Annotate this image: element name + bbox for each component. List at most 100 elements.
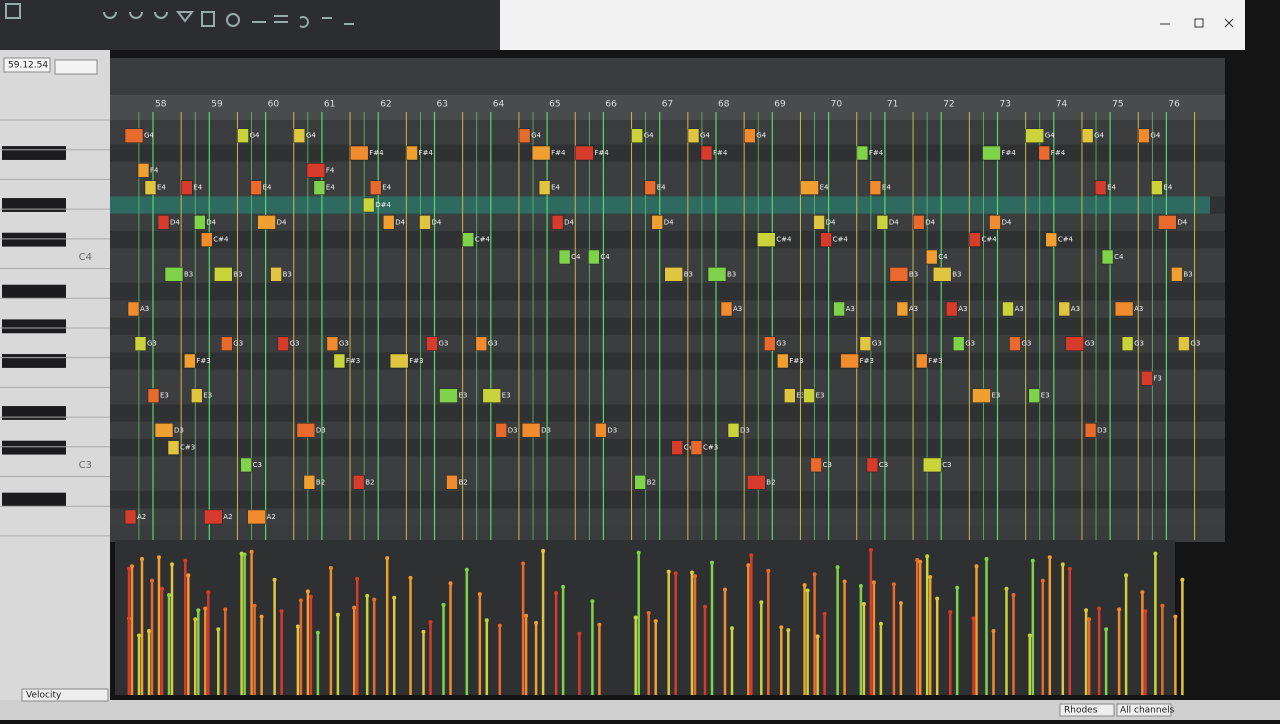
note — [389, 353, 409, 369]
row — [110, 386, 1225, 405]
velocity-head — [759, 600, 764, 605]
note-label: E3 — [816, 392, 825, 400]
velocity-head — [223, 607, 228, 612]
note — [859, 336, 872, 351]
note-label: F#4 — [1051, 149, 1066, 157]
zoom-icon[interactable] — [226, 13, 240, 27]
note-label: G4 — [1094, 132, 1104, 140]
close[interactable] — [1224, 18, 1234, 28]
velocity-head — [355, 576, 360, 581]
velocity-head — [633, 615, 638, 620]
velocity-head — [653, 619, 658, 624]
row — [110, 317, 1225, 335]
velocity-head — [925, 554, 930, 559]
row — [110, 421, 1225, 439]
note — [137, 163, 150, 178]
velocity-head — [534, 620, 539, 625]
velocity-head — [183, 558, 188, 563]
note — [124, 509, 137, 525]
note-label: E4 — [326, 184, 335, 192]
velocity-head — [1124, 573, 1129, 578]
note — [1045, 232, 1058, 247]
note — [1138, 128, 1150, 143]
note-label: E3 — [203, 392, 212, 400]
note — [240, 457, 252, 473]
velocity-pane — [115, 540, 1175, 695]
note — [634, 475, 646, 490]
note — [147, 388, 160, 403]
velocity-head — [842, 579, 847, 584]
note-label: E4 — [193, 184, 202, 192]
row — [110, 334, 1225, 353]
note — [671, 440, 683, 455]
velocity-head — [305, 589, 310, 594]
note-label: F#4 — [1002, 149, 1017, 157]
velocity-head — [1160, 603, 1165, 608]
bar-number: 60 — [268, 100, 280, 110]
note — [969, 232, 981, 247]
note — [406, 145, 418, 161]
note-label: F#4 — [713, 149, 728, 157]
velocity-head — [891, 582, 896, 587]
page-icon[interactable] — [201, 11, 215, 27]
note-label: G3 — [1022, 340, 1032, 348]
velocity-head — [1004, 586, 1009, 591]
note-label: D3 — [316, 426, 326, 434]
velocity-head — [279, 609, 284, 614]
note-label: F#4 — [551, 149, 566, 157]
note-label: A3 — [846, 305, 855, 313]
note-label: E4 — [657, 184, 666, 192]
instrument-select[interactable] — [1059, 703, 1115, 717]
note-label: A3 — [1015, 305, 1024, 313]
note — [306, 163, 326, 178]
note — [833, 301, 845, 317]
velocity-head — [521, 561, 526, 566]
window-controls — [1160, 18, 1234, 28]
velocity-head — [1047, 555, 1052, 560]
note-label: D4 — [170, 218, 180, 226]
maximize[interactable] — [1194, 18, 1204, 28]
note — [277, 336, 289, 351]
velocity-head — [1104, 627, 1109, 632]
velocity-head — [196, 608, 201, 613]
note-label: A3 — [140, 305, 149, 313]
note — [531, 145, 551, 161]
note-label: B2 — [459, 478, 468, 486]
filter-icon[interactable] — [175, 11, 195, 23]
note — [313, 180, 326, 195]
note-label: C#4 — [833, 236, 849, 244]
note-label: A3 — [733, 305, 742, 313]
velocity-head — [766, 568, 771, 573]
note — [784, 388, 796, 403]
lane-select[interactable] — [21, 688, 109, 702]
note — [157, 215, 170, 230]
row — [110, 179, 1225, 197]
velocity-head — [421, 629, 426, 634]
bar-number: 59 — [211, 100, 223, 110]
velocity-head — [1140, 590, 1145, 595]
note-label: D3 — [174, 426, 184, 434]
black-key — [2, 146, 66, 160]
note — [184, 353, 196, 369]
velocity-head — [971, 616, 976, 621]
note-label: G4 — [306, 132, 316, 140]
note — [952, 336, 965, 351]
velocity-head — [646, 611, 651, 615]
note — [896, 301, 909, 317]
note-label: G3 — [439, 340, 449, 348]
note — [925, 249, 938, 265]
input-box[interactable] — [54, 59, 98, 75]
note — [551, 215, 564, 230]
note — [982, 145, 1001, 161]
misc-icons[interactable] — [252, 15, 354, 28]
note — [349, 145, 369, 161]
tool-icons[interactable] — [103, 11, 168, 19]
channel-select[interactable] — [1116, 703, 1172, 717]
velocity-head — [673, 571, 678, 576]
velocity-head — [858, 584, 863, 588]
note-label: G3 — [147, 340, 157, 348]
note — [221, 336, 233, 351]
note-label: F3 — [1153, 374, 1161, 382]
menu-icon[interactable] — [5, 3, 21, 19]
